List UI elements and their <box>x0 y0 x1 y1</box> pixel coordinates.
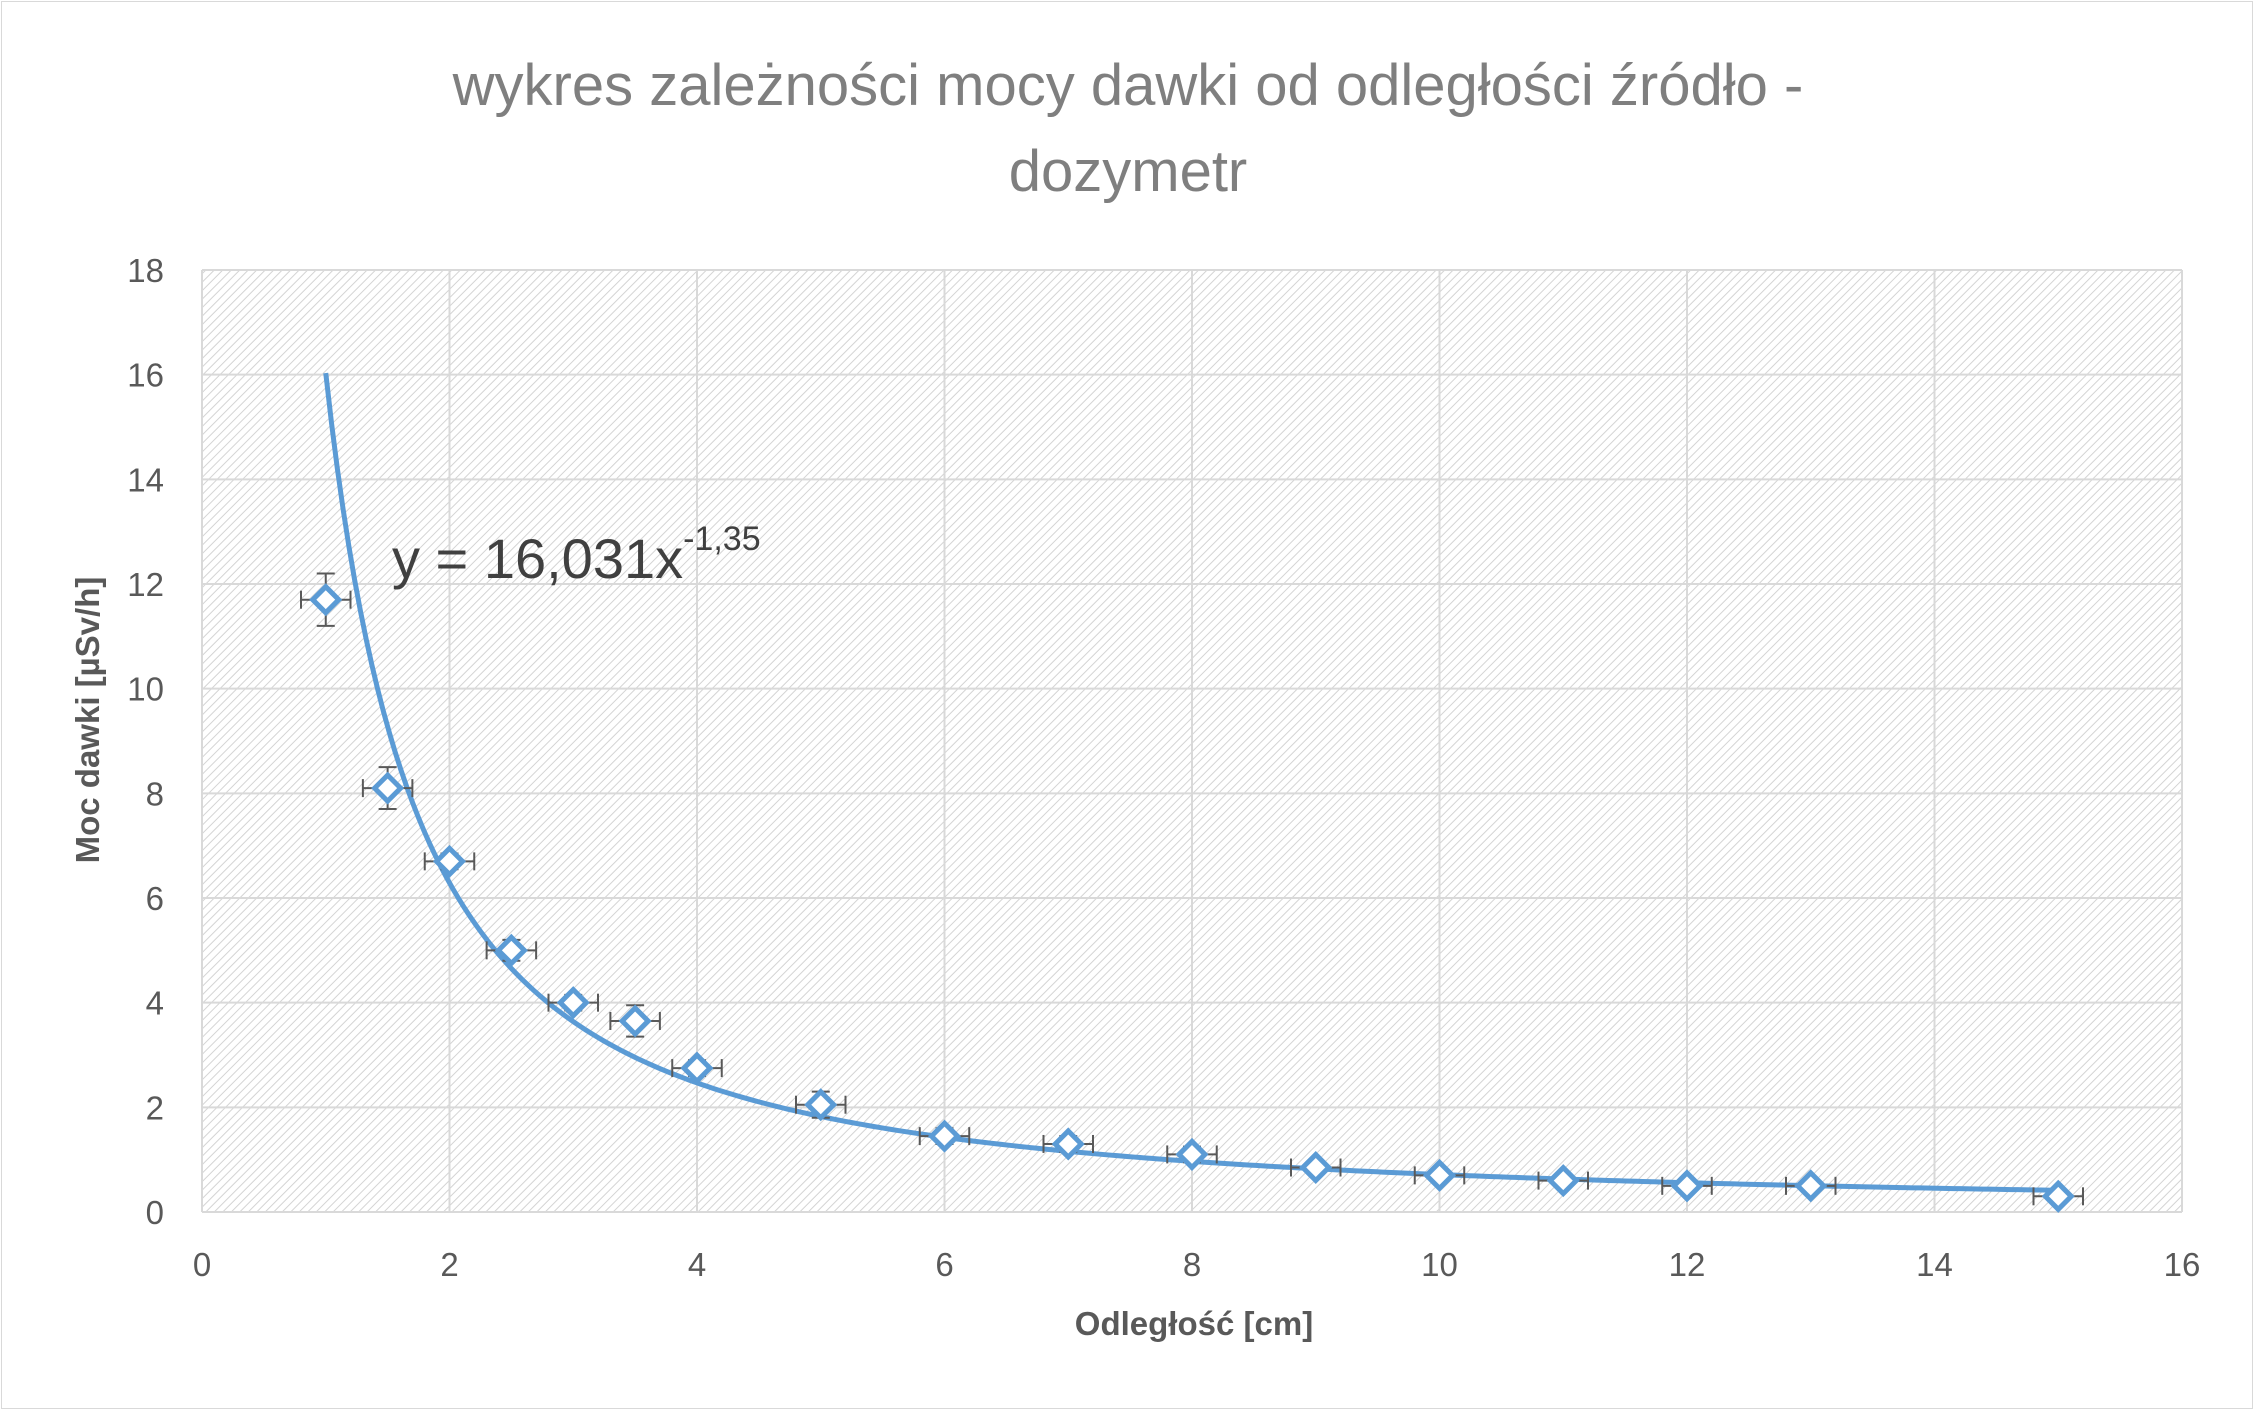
x-tick-label: 8 <box>1183 1246 1201 1283</box>
data-point <box>1546 1164 1580 1198</box>
y-tick-label: 14 <box>127 461 164 498</box>
data-point <box>1299 1150 1333 1185</box>
chart-title-line-1: wykres zależności mocy dawki od odległoś… <box>452 53 1804 118</box>
equation-main: y = 16,031x <box>392 527 684 590</box>
equation-exponent: -1,35 <box>683 520 761 559</box>
x-tick-label: 16 <box>2164 1246 2201 1283</box>
data-point <box>1422 1158 1457 1192</box>
data-point <box>309 583 343 617</box>
x-tick-label: 10 <box>1421 1246 1458 1283</box>
y-tick-label: 12 <box>127 566 164 603</box>
data-points <box>309 583 2075 1213</box>
data-point <box>371 771 405 805</box>
y-tick-label: 10 <box>127 671 164 708</box>
x-tick-label: 6 <box>935 1246 953 1283</box>
trendline-equation: y = 16,031x-1,35 <box>392 522 761 591</box>
y-tick-label: 6 <box>146 880 164 917</box>
x-axis-label: Odległość [cm] <box>1074 1305 1314 1342</box>
x-tick-label: 2 <box>440 1246 458 1283</box>
data-point <box>927 1119 962 1153</box>
y-tick-label: 16 <box>127 357 164 394</box>
y-tick-label: 18 <box>127 252 164 289</box>
data-point <box>1051 1127 1085 1161</box>
data-point <box>1670 1169 1704 1203</box>
chart-title-line-2: dozymetr <box>1008 139 1248 204</box>
x-tick-label: 0 <box>193 1246 211 1283</box>
y-tick-label: 4 <box>146 985 164 1022</box>
data-point <box>2041 1179 2075 1213</box>
data-point <box>1794 1169 1828 1203</box>
gridlines <box>201 269 2183 1213</box>
y-tick-labels: 0 2 4 6 8 10 12 14 16 18 <box>127 252 164 1231</box>
x-tick-label: 4 <box>688 1246 706 1283</box>
data-point <box>432 844 467 878</box>
data-point <box>494 933 528 967</box>
data-point <box>680 1051 714 1085</box>
data-point <box>804 1088 838 1122</box>
x-tick-labels: 0 2 4 6 8 10 12 14 16 <box>193 1246 2201 1283</box>
y-axis-label: Moc dawki [µSv/h] <box>69 576 106 864</box>
data-point <box>618 1004 652 1038</box>
x-tick-label: 12 <box>1669 1246 1706 1283</box>
y-tick-label: 8 <box>146 775 164 812</box>
data-point <box>556 986 590 1020</box>
x-tick-label: 14 <box>1916 1246 1953 1283</box>
y-tick-label: 2 <box>146 1089 164 1126</box>
data-point <box>1175 1137 1209 1171</box>
y-tick-label: 0 <box>146 1194 164 1231</box>
